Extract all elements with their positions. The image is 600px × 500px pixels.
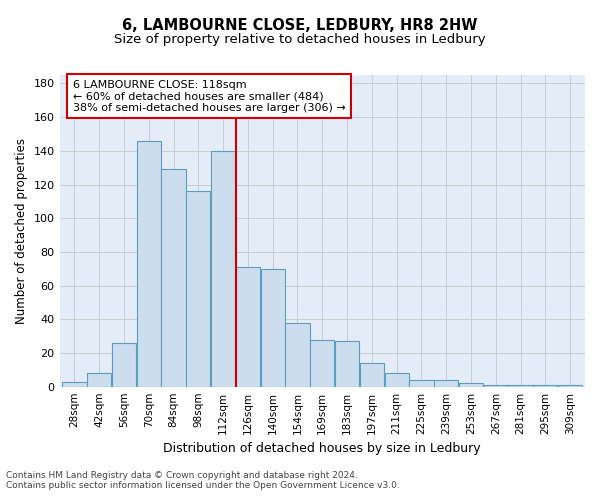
Bar	[62, 382, 86, 386]
Bar	[260, 268, 285, 386]
Bar	[434, 380, 458, 386]
Bar	[558, 385, 582, 386]
Text: 6, LAMBOURNE CLOSE, LEDBURY, HR8 2HW: 6, LAMBOURNE CLOSE, LEDBURY, HR8 2HW	[122, 18, 478, 32]
Bar	[310, 340, 334, 386]
Bar	[508, 385, 533, 386]
Y-axis label: Number of detached properties: Number of detached properties	[15, 138, 28, 324]
Bar	[360, 363, 384, 386]
Text: Size of property relative to detached houses in Ledbury: Size of property relative to detached ho…	[114, 32, 486, 46]
Text: Contains public sector information licensed under the Open Government Licence v3: Contains public sector information licen…	[6, 481, 400, 490]
Bar	[459, 384, 483, 386]
Bar	[161, 170, 185, 386]
Bar	[409, 380, 434, 386]
Bar	[484, 385, 508, 386]
X-axis label: Distribution of detached houses by size in Ledbury: Distribution of detached houses by size …	[163, 442, 481, 455]
Bar	[112, 343, 136, 386]
Text: Contains HM Land Registry data © Crown copyright and database right 2024.: Contains HM Land Registry data © Crown c…	[6, 471, 358, 480]
Text: 6 LAMBOURNE CLOSE: 118sqm
← 60% of detached houses are smaller (484)
38% of semi: 6 LAMBOURNE CLOSE: 118sqm ← 60% of detac…	[73, 80, 346, 113]
Bar	[385, 373, 409, 386]
Bar	[137, 140, 161, 386]
Bar	[236, 267, 260, 386]
Bar	[533, 385, 557, 386]
Bar	[335, 341, 359, 386]
Bar	[87, 373, 112, 386]
Bar	[186, 191, 211, 386]
Bar	[211, 151, 235, 386]
Bar	[286, 322, 310, 386]
